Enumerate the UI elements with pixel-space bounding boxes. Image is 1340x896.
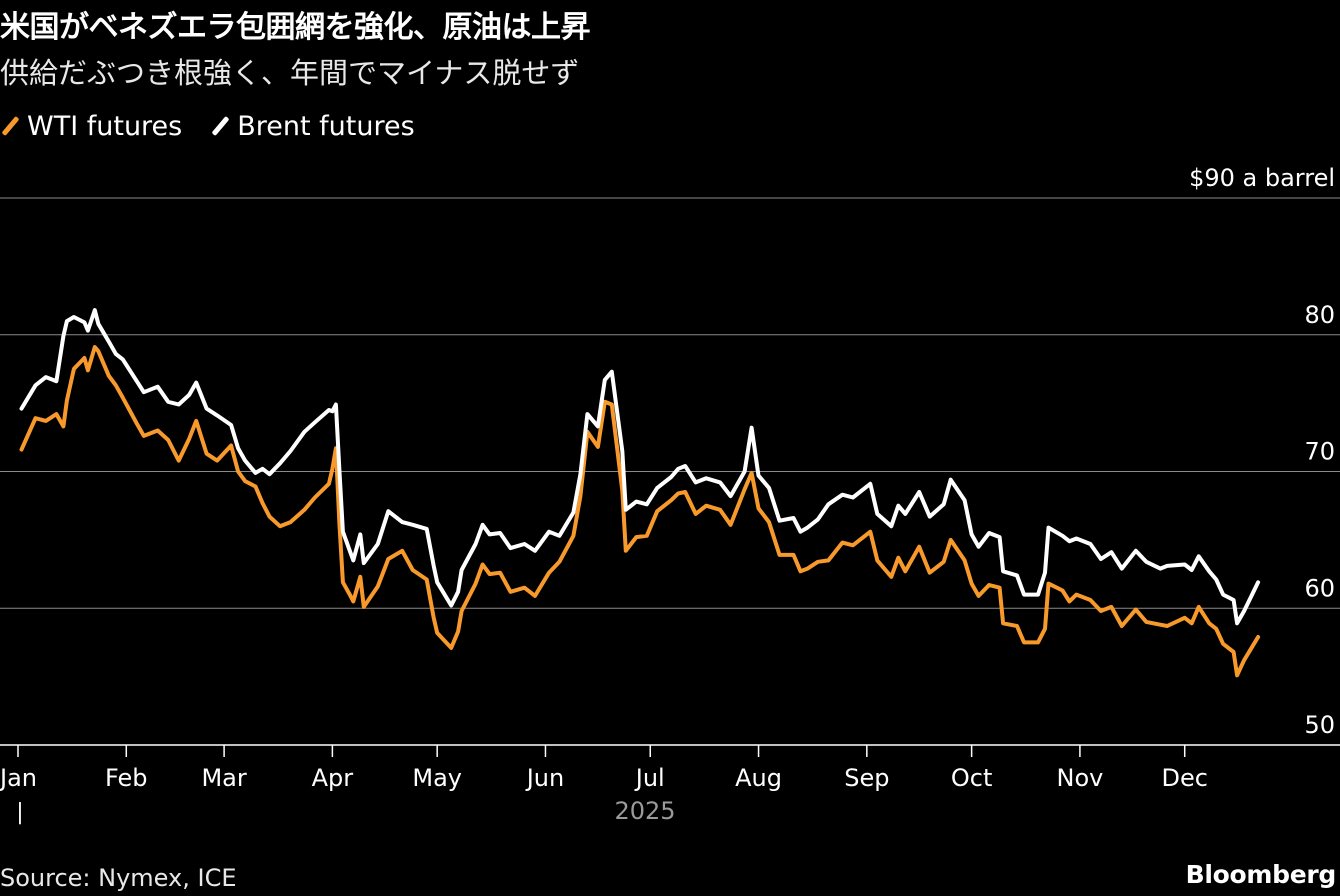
gridlines bbox=[0, 197, 1340, 609]
legend-item-brent: Brent futures bbox=[210, 110, 415, 142]
legend-label-brent: Brent futures bbox=[237, 110, 415, 142]
x-tick-label-jun: Jun bbox=[525, 764, 565, 792]
y-axis-labels: 50 60 70 80 $90 a barrel bbox=[1189, 164, 1335, 739]
series-lines bbox=[19, 308, 1261, 678]
x-axis: Jan Feb Mar Apr May Jun Jul Aug Sep Oct Nov Dec 2025… bbox=[0, 744, 1340, 825]
x-tick-label-aug: Aug bbox=[735, 764, 782, 792]
x-tick-label-sep: Sep bbox=[844, 764, 889, 792]
series-line-wti bbox=[19, 345, 1261, 678]
chart-subtitle: 供給だぶつき根強く、年間でマイナス脱せず bbox=[0, 56, 580, 90]
year-label: 2025 bbox=[614, 797, 675, 825]
x-tick-label-jan: Jan bbox=[0, 764, 37, 792]
chart-title: 米国がベネズエラ包囲網を強化、原油は上昇 bbox=[0, 10, 591, 45]
y-tick-label-90: $90 a barrel bbox=[1189, 164, 1335, 192]
legend-label-wti: WTI futures bbox=[27, 110, 183, 142]
x-tick-label-nov: Nov bbox=[1056, 764, 1103, 792]
y-tick-label-50: 50 bbox=[1304, 711, 1335, 739]
x-tick-label-apr: Apr bbox=[312, 764, 354, 792]
x-tick-label-feb: Feb bbox=[105, 764, 148, 792]
year-marker: | bbox=[16, 800, 23, 825]
x-tick-label-may: May bbox=[412, 764, 462, 792]
y-tick-label-60: 60 bbox=[1304, 574, 1335, 602]
x-tick-label-mar: Mar bbox=[201, 764, 246, 792]
y-tick-label-70: 70 bbox=[1304, 438, 1335, 466]
x-tick-label-dec: Dec bbox=[1161, 764, 1207, 792]
bloomberg-logo: Bloomberg bbox=[1185, 860, 1337, 889]
series-line-brent bbox=[19, 308, 1261, 626]
legend-item-wti: WTI futures bbox=[0, 111, 182, 142]
x-tick-label-oct: Oct bbox=[951, 764, 993, 792]
x-tick-label-jul: Jul bbox=[634, 764, 665, 792]
source-note: Source: Nymex, ICE bbox=[0, 864, 237, 892]
legend: WTI futures Brent futures bbox=[0, 108, 443, 144]
y-tick-label-80: 80 bbox=[1304, 301, 1335, 329]
